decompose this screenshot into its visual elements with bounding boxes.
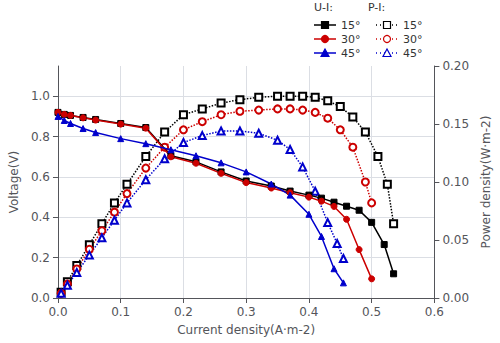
svg-text:0.2: 0.2	[174, 305, 193, 319]
svg-text:0.0: 0.0	[48, 305, 67, 319]
svg-text:1.0: 1.0	[31, 89, 50, 103]
svg-text:30°: 30°	[341, 33, 361, 46]
svg-text:45°: 45°	[341, 47, 361, 60]
svg-text:0.3: 0.3	[237, 305, 256, 319]
svg-text:0.15: 0.15	[442, 117, 469, 131]
svg-text:0.1: 0.1	[111, 305, 130, 319]
svg-text:Current density(A·m-2): Current density(A·m-2)	[177, 323, 315, 337]
svg-text:0.0: 0.0	[31, 291, 50, 305]
svg-text:0.6: 0.6	[31, 170, 50, 184]
svg-text:0.4: 0.4	[299, 305, 318, 319]
svg-text:15°: 15°	[341, 19, 361, 32]
svg-text:0.8: 0.8	[31, 130, 50, 144]
svg-text:Power density(W·m-2): Power density(W·m-2)	[479, 116, 493, 249]
svg-text:0.10: 0.10	[442, 175, 469, 189]
svg-text:30°: 30°	[403, 33, 423, 46]
svg-text:U-I: P-I:: U-I: P-I:	[314, 1, 385, 14]
svg-text:0.2: 0.2	[31, 251, 50, 265]
svg-text:0.05: 0.05	[442, 233, 469, 247]
svg-text:15°: 15°	[403, 19, 423, 32]
svg-text:0.00: 0.00	[442, 291, 469, 305]
svg-text:Voltage(V): Voltage(V)	[7, 151, 21, 214]
svg-text:0.20: 0.20	[442, 59, 469, 73]
svg-text:0.5: 0.5	[362, 305, 381, 319]
svg-text:0.6: 0.6	[425, 305, 444, 319]
svg-text:45°: 45°	[403, 47, 423, 60]
svg-text:0.4: 0.4	[31, 210, 50, 224]
